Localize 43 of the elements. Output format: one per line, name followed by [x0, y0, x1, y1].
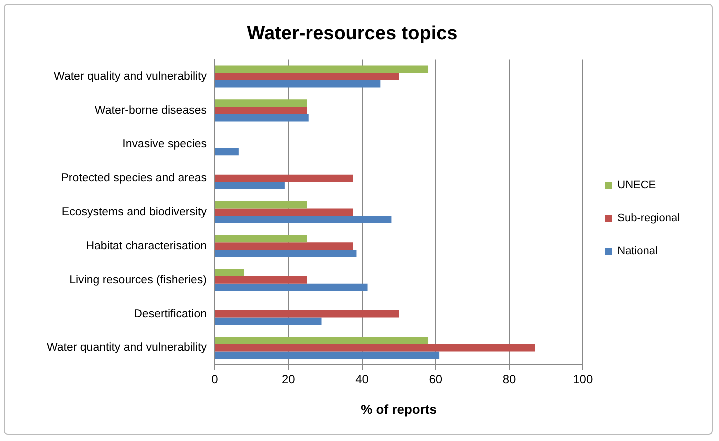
bar [216, 216, 392, 224]
bar [216, 80, 381, 88]
legend-label: UNECE [618, 180, 656, 192]
bar [216, 284, 368, 292]
bar [216, 318, 322, 326]
x-tick-label: 20 [282, 372, 296, 387]
legend-label: National [618, 246, 658, 258]
bar [216, 201, 308, 209]
bar [216, 73, 400, 80]
x-tick-label: 100 [573, 372, 594, 387]
y-tick-label: Water-borne diseases [94, 104, 208, 117]
y-tick-label: Water quality and vulnerability [54, 70, 208, 83]
bar [216, 66, 429, 74]
bar [216, 148, 239, 156]
bar [216, 182, 285, 190]
bar [216, 310, 400, 318]
y-tick-label: Living resources (fisheries) [70, 274, 208, 286]
x-axis-title: % of reports [361, 402, 437, 417]
bar [216, 250, 357, 258]
bar [216, 106, 308, 114]
x-tick-label: 40 [356, 372, 370, 387]
bar [216, 242, 354, 250]
y-tick-label: Invasive species [122, 138, 208, 151]
legend-label: Sub-regional [618, 212, 680, 225]
chart-title: Water-resources topics [247, 24, 458, 45]
bar [216, 276, 308, 284]
x-tick-label: 80 [502, 372, 516, 387]
y-tick-label: Protected species and areas [61, 172, 208, 185]
bar [216, 235, 308, 243]
y-tick-label: Ecosystems and biodiversity [62, 206, 208, 219]
y-tick-label: Water quantity and vulnerability [46, 342, 208, 354]
y-tick-label: Desertification [134, 308, 207, 320]
x-tick-label: 60 [429, 372, 443, 387]
x-tick-label: 0 [212, 372, 219, 387]
bar [216, 208, 354, 216]
bar [216, 344, 536, 352]
bar [216, 100, 308, 107]
bar [216, 114, 309, 122]
bar [216, 337, 429, 344]
bar [216, 269, 244, 277]
bar [216, 174, 354, 182]
bar [216, 352, 440, 360]
y-tick-label: Habitat characterisation [86, 240, 207, 252]
